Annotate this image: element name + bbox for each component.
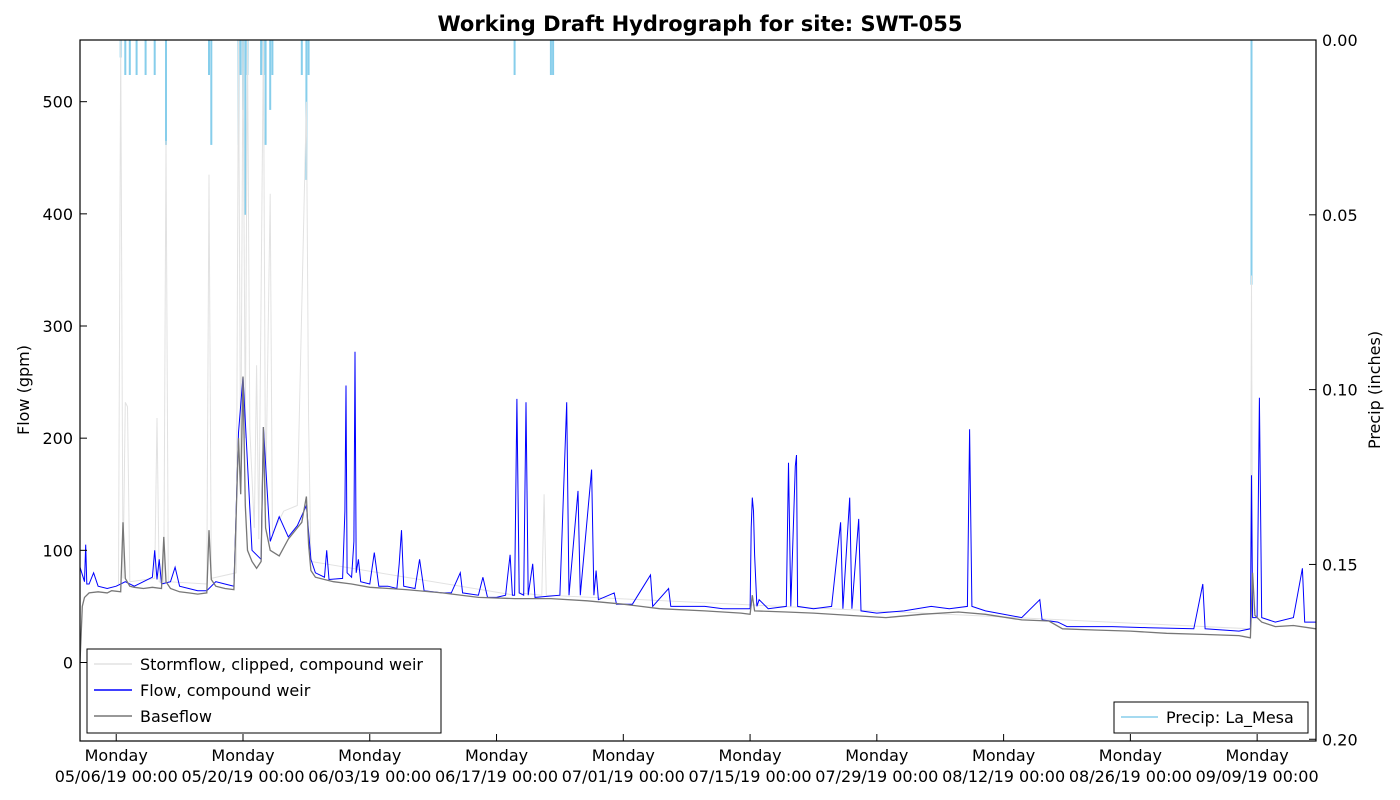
precip-bar — [513, 40, 516, 75]
y2-axis-label: Precip (inches) — [1365, 331, 1384, 449]
flow-series-line — [80, 351, 1316, 632]
precip-bar — [269, 40, 272, 110]
x-tick-date: 09/09/19 00:00 — [1196, 767, 1319, 786]
legend-storm-label: Stormflow, clipped, compound weir — [140, 655, 423, 674]
precip-bar — [260, 40, 263, 75]
y-axis-label: Flow (gpm) — [14, 345, 33, 435]
precip-bar — [144, 40, 147, 75]
y-tick-label: 400 — [42, 205, 73, 224]
x-tick-day: Monday — [338, 746, 401, 765]
precip-bar — [210, 40, 213, 145]
x-tick-date: 05/06/19 00:00 — [55, 767, 178, 786]
precip-bar — [153, 40, 156, 75]
y-tick-label: 100 — [42, 541, 73, 560]
precip-bar — [128, 40, 131, 75]
x-tick-date: 06/03/19 00:00 — [308, 767, 431, 786]
legend-precip-label: Precip: La_Mesa — [1166, 708, 1294, 728]
x-tick-day: Monday — [1099, 746, 1162, 765]
x-tick-day: Monday — [845, 746, 908, 765]
legend-left: Stormflow, clipped, compound weir Flow, … — [86, 648, 442, 734]
legend-left-box — [86, 648, 442, 734]
precip-bar — [271, 40, 274, 75]
plot-area — [80, 40, 1316, 663]
y2-tick-label: 0.20 — [1322, 730, 1358, 749]
chart-title: Working Draft Hydrograph for site: SWT-0… — [437, 12, 962, 36]
x-tick-day: Monday — [972, 746, 1035, 765]
precip-bar — [244, 40, 247, 215]
legend-baseflow-label: Baseflow — [140, 707, 212, 726]
axis-ticks: 0 100 200 300 400 500 0.00 0.05 0.10 0.15 0.20 Mond… — [42, 31, 1357, 786]
x-tick-date: 08/26/19 00:00 — [1069, 767, 1192, 786]
precip-bar — [552, 40, 555, 75]
x-tick-day: Monday — [465, 746, 528, 765]
y-tick-label: 200 — [42, 429, 73, 448]
precip-bar — [307, 40, 310, 75]
y-tick-label: 0 — [63, 653, 73, 672]
y-tick-label: 500 — [42, 93, 73, 112]
x-tick-date: 07/29/19 00:00 — [815, 767, 938, 786]
plot-frame — [79, 39, 1317, 742]
precip-bar — [165, 40, 167, 145]
x-tick-date: 06/17/19 00:00 — [435, 767, 558, 786]
precip-bar — [124, 40, 127, 75]
precip-bar — [1250, 40, 1253, 285]
x-tick-date: 07/15/19 00:00 — [689, 767, 812, 786]
x-tick-day: Monday — [211, 746, 274, 765]
y2-tick-label: 0.15 — [1322, 555, 1358, 574]
x-tick-date: 07/01/19 00:00 — [562, 767, 685, 786]
precip-bar — [549, 40, 552, 75]
legend-flow-label: Flow, compound weir — [140, 681, 311, 700]
x-tick-date: 08/12/19 00:00 — [942, 767, 1065, 786]
precip-bar — [135, 40, 138, 75]
x-tick-date: 05/20/19 00:00 — [181, 767, 304, 786]
x-tick-day: Monday — [592, 746, 655, 765]
legend-right: Precip: La_Mesa — [1113, 701, 1309, 734]
y2-tick-label: 0.05 — [1322, 206, 1358, 225]
x-tick-day: Monday — [85, 746, 148, 765]
x-tick-day: Monday — [718, 746, 781, 765]
x-tick-day: Monday — [1226, 746, 1289, 765]
precip-bar — [208, 40, 210, 75]
y2-tick-label: 0.10 — [1322, 381, 1358, 400]
y-tick-label: 300 — [42, 317, 73, 336]
precip-bar — [239, 40, 242, 75]
precip-bar — [300, 40, 303, 75]
precip-bar — [264, 40, 267, 145]
y2-tick-label: 0.00 — [1322, 31, 1358, 50]
baseflow-series-line — [80, 376, 1316, 663]
